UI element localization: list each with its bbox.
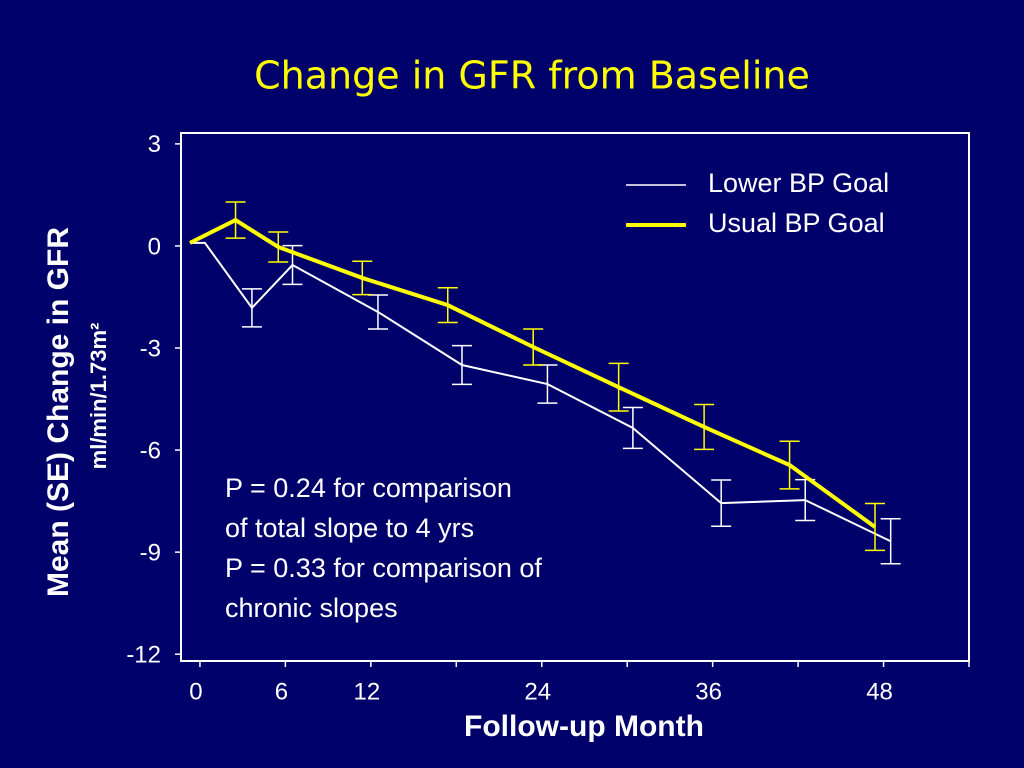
- annotation: of total slope to 4 yrs: [225, 513, 474, 543]
- x-tick-label: 48: [866, 678, 893, 705]
- y-tick-label: 3: [148, 131, 161, 158]
- error-bar: [694, 403, 715, 451]
- chart-title: Change in GFR from Baseline: [254, 54, 810, 98]
- y-tick-label: -12: [126, 642, 161, 669]
- error-bar: [451, 344, 472, 386]
- legend-label: Usual BP Goal: [708, 208, 885, 238]
- error-bar: [523, 328, 544, 366]
- error-bar: [711, 479, 732, 528]
- legend-label: Lower BP Goal: [708, 168, 889, 198]
- x-tick-label: 24: [524, 678, 551, 705]
- error-bar: [880, 518, 901, 565]
- x-axis-label: Follow-up Month: [464, 710, 704, 743]
- x-tick-label: 36: [695, 678, 722, 705]
- annotation: P = 0.24 for comparison: [225, 473, 512, 503]
- plot-frame: [180, 132, 970, 662]
- y-tick-label: 0: [148, 233, 161, 260]
- error-bar: [225, 201, 246, 239]
- x-tick-label: 12: [353, 678, 380, 705]
- series-line: [189, 217, 877, 529]
- error-bar: [865, 502, 886, 552]
- error-bar: [268, 231, 289, 263]
- y-tick-label: -3: [140, 335, 161, 362]
- error-bar: [352, 260, 373, 296]
- y-tick-label: -6: [140, 437, 161, 464]
- y-axis-unit: ml/min/1.73m²: [86, 323, 111, 470]
- annotation: chronic slopes: [225, 593, 398, 623]
- x-tick-label: 6: [275, 678, 288, 705]
- error-bar: [437, 287, 458, 324]
- error-bar: [241, 288, 262, 328]
- error-bar: [622, 406, 643, 450]
- error-bar: [608, 362, 629, 412]
- x-tick-label: 0: [189, 678, 202, 705]
- y-tick-label: -9: [140, 539, 161, 566]
- y-axis-label: Mean (SE) Change in GFR: [42, 227, 75, 597]
- error-bar: [779, 440, 800, 490]
- annotation: P = 0.33 for comparison of: [225, 553, 542, 583]
